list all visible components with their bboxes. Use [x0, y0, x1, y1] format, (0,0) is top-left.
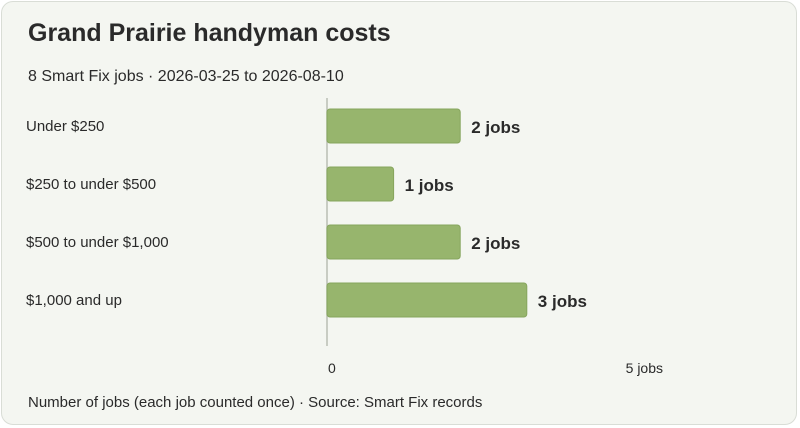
x-tick-label: 0	[328, 360, 336, 376]
value-label: 1 jobs	[405, 176, 454, 195]
chart-title: Grand Prairie handyman costs	[28, 19, 391, 47]
x-tick-label: 5 jobs	[626, 360, 663, 376]
value-label: 2 jobs	[471, 234, 520, 253]
category-label: Under $250	[26, 118, 104, 135]
value-label: 2 jobs	[471, 118, 520, 137]
bar	[326, 166, 395, 202]
category-label: $500 to under $1,000	[26, 234, 169, 251]
chart-footnote: Number of jobs (each job counted once) ·…	[28, 394, 483, 411]
bar	[326, 282, 528, 318]
bar	[326, 224, 461, 260]
chart-subtitle: 8 Smart Fix jobs · 2026-03-25 to 2026-08…	[28, 68, 344, 85]
category-label: $250 to under $500	[26, 176, 156, 193]
value-label: 3 jobs	[538, 292, 587, 311]
bar	[326, 108, 461, 144]
category-label: $1,000 and up	[26, 292, 122, 309]
